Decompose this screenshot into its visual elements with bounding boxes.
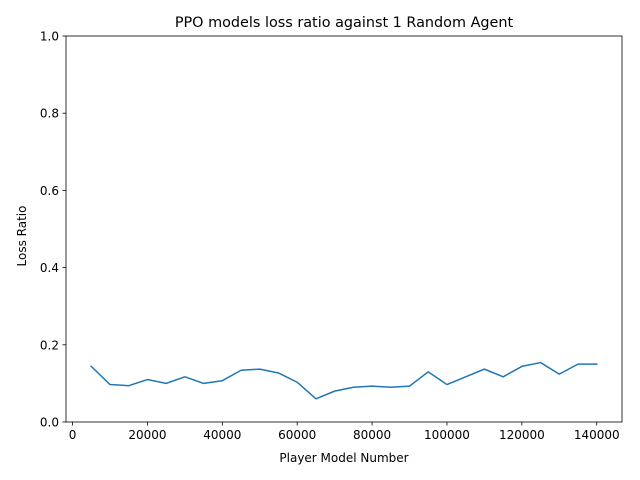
x-axis: 0 20000 40000 60000 80000 100000 120000 140000 (69, 422, 620, 442)
y-tick-label: 1.0 (40, 30, 59, 44)
series-layer (90, 361, 598, 400)
y-tick-label: 0.8 (40, 107, 59, 121)
x-tick-label: 140000 (574, 428, 620, 442)
x-tick-label: 100000 (424, 428, 470, 442)
series-line (90, 361, 598, 400)
x-tick-label: 120000 (499, 428, 545, 442)
x-tick-label: 0 (69, 428, 77, 442)
plot-area (65, 35, 623, 423)
x-tick-label: 60000 (278, 428, 316, 442)
y-tick-label: 0.0 (40, 416, 59, 430)
y-tick-label: 0.2 (40, 338, 59, 352)
x-tick-label: 20000 (128, 428, 166, 442)
y-tick-label: 0.4 (40, 261, 59, 275)
chart-title: PPO models loss ratio against 1 Random A… (175, 15, 514, 31)
axes-frame (65, 35, 623, 423)
x-tick-label: 80000 (353, 428, 391, 442)
x-axis-label: Player Model Number (279, 451, 408, 465)
x-tick-label: 40000 (203, 428, 241, 442)
y-tick-label: 0.6 (40, 184, 59, 198)
y-axis-label: Loss Ratio (15, 206, 29, 267)
y-axis: 0.0 0.2 0.4 0.6 0.8 1.0 (40, 30, 66, 430)
